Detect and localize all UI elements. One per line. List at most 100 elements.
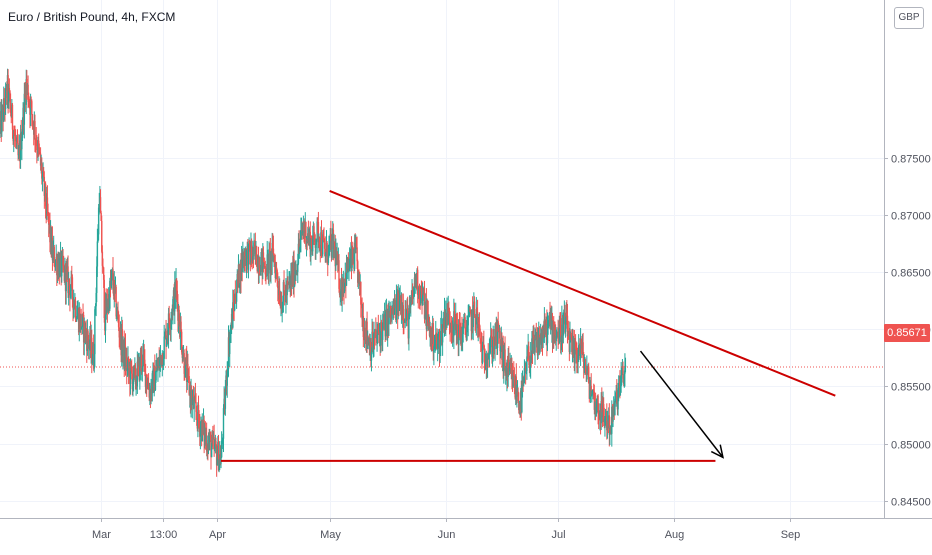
bullish-candle [406, 308, 408, 319]
bullish-candle [151, 373, 154, 394]
bullish-candle [159, 359, 161, 369]
time-tick-label: Aug [665, 529, 685, 541]
bearish-candle [287, 282, 290, 284]
bearish-candle [361, 306, 363, 320]
bearish-candle [195, 412, 198, 419]
time-tick-label: Mar [92, 529, 111, 541]
bullish-candle [139, 356, 141, 380]
bullish-candle [126, 365, 129, 372]
bullish-candle [245, 250, 248, 266]
bullish-candle [207, 440, 210, 450]
bullish-candle [260, 256, 262, 276]
bearish-candle [347, 257, 350, 270]
bearish-candle [524, 367, 527, 373]
bearish-candle [448, 309, 450, 312]
bearish-candle [32, 121, 34, 124]
bullish-candle [191, 398, 193, 406]
bullish-candle [529, 366, 531, 368]
bearish-candle [180, 331, 183, 353]
bullish-candle [315, 244, 317, 248]
bullish-candle [132, 366, 135, 382]
bullish-candle [93, 354, 95, 369]
bearish-candle [544, 319, 546, 328]
bullish-candle [211, 434, 213, 447]
bullish-candle [222, 408, 225, 439]
bullish-candle [230, 327, 232, 330]
time-tick-label: Apr [209, 529, 226, 541]
bullish-candle [370, 351, 373, 361]
bullish-candle [222, 438, 224, 441]
bearish-candle [16, 137, 19, 144]
bullish-candle [619, 386, 622, 392]
bearish-candle [491, 336, 493, 357]
bearish-candle [508, 359, 510, 369]
bearish-candle [372, 331, 374, 350]
bearish-candle [616, 392, 618, 397]
bearish-candle [602, 404, 605, 420]
bearish-candle [575, 348, 577, 355]
bearish-candle [127, 358, 130, 371]
bearish-candle [36, 143, 38, 151]
bullish-candle [539, 338, 541, 352]
bearish-candle [306, 240, 308, 242]
bearish-candle [31, 101, 33, 115]
bearish-candle [358, 272, 361, 286]
bearish-candle [232, 302, 235, 307]
bearish-candle [474, 315, 476, 318]
bullish-candle [488, 350, 491, 355]
bullish-candle [210, 446, 213, 458]
bearish-candle [601, 400, 603, 410]
bullish-candle [305, 240, 308, 247]
bullish-candle [312, 238, 314, 252]
bearish-candle [597, 411, 600, 416]
bullish-candle [1, 109, 3, 133]
bearish-candle [160, 355, 162, 358]
bullish-candle [496, 321, 499, 348]
bearish-candle [188, 376, 190, 395]
bearish-candle [533, 336, 535, 338]
bullish-candle [441, 325, 444, 343]
bearish-candle [198, 420, 200, 423]
bullish-candle [439, 346, 441, 354]
bullish-candle [159, 355, 162, 360]
bullish-candle [229, 338, 231, 355]
bearish-candle [559, 324, 562, 342]
bullish-candle [562, 324, 564, 344]
bullish-candle [193, 399, 195, 409]
bearish-candle [264, 262, 266, 267]
bearish-candle [34, 139, 37, 141]
bullish-candle [491, 351, 494, 357]
bullish-candle [583, 366, 586, 369]
bearish-candle [418, 287, 421, 297]
bearish-candle [106, 299, 109, 311]
bearish-candle [484, 361, 486, 369]
bullish-candle [94, 306, 97, 310]
bearish-candle [355, 241, 358, 248]
bullish-candle [523, 382, 525, 385]
bearish-candle [26, 79, 28, 88]
projection-arrow [639, 350, 724, 458]
bullish-candle [331, 234, 333, 258]
bearish-candle [370, 341, 372, 361]
bearish-candle [313, 226, 315, 234]
bearish-candle [580, 341, 582, 346]
bearish-candle [497, 321, 499, 332]
bearish-candle [102, 267, 105, 280]
bullish-candle [297, 243, 300, 264]
bearish-candle [380, 322, 383, 329]
bullish-candle [564, 318, 567, 332]
bearish-candle [313, 233, 316, 240]
bearish-candle [305, 221, 307, 247]
bullish-candle [556, 333, 558, 337]
bearish-candle [338, 288, 341, 295]
bearish-candle [406, 308, 409, 314]
bearish-candle [257, 256, 260, 273]
bullish-candle [558, 320, 561, 344]
bearish-candle [74, 300, 77, 319]
bearish-candle [517, 391, 519, 402]
bullish-candle [445, 313, 447, 330]
currency-badge[interactable]: GBP [894, 7, 924, 29]
bearish-candle [17, 143, 19, 156]
